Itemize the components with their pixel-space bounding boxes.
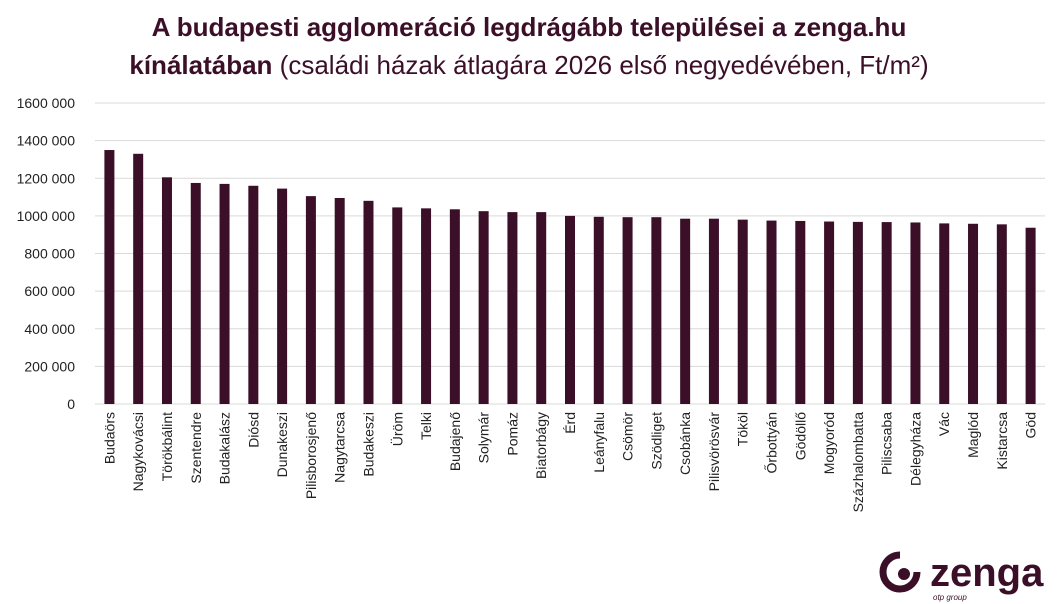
bar xyxy=(593,216,604,404)
bar xyxy=(363,200,374,404)
bar xyxy=(536,212,547,404)
bar xyxy=(766,220,777,404)
x-tick-label: Tököl xyxy=(735,412,751,446)
bar xyxy=(449,209,460,404)
bar xyxy=(737,219,748,404)
x-tick-label: Budaörs xyxy=(101,412,117,464)
x-tick-label: Pilisvörösvár xyxy=(706,412,722,492)
bar xyxy=(219,183,230,404)
x-tick-label: Leányfalu xyxy=(591,412,607,473)
chart-title-block: A budapesti agglomeráció legdrágább tele… xyxy=(129,8,929,84)
bar xyxy=(421,208,432,404)
x-tick-label: Gödöllő xyxy=(792,412,808,460)
y-tick-label: 1200 000 xyxy=(17,170,76,186)
x-tick-label: Szödliget xyxy=(648,412,664,470)
bar xyxy=(651,217,662,404)
y-tick-label: 1400 000 xyxy=(17,133,76,149)
x-tick-label: Diósd xyxy=(245,412,261,448)
x-tick-label: Solymár xyxy=(476,412,492,464)
y-tick-label: 200 000 xyxy=(24,358,75,374)
bar xyxy=(708,218,719,404)
x-tick-label: Biatorbágy xyxy=(533,412,549,479)
x-tick-label: Mogyoród xyxy=(821,412,837,474)
y-tick-label: 0 xyxy=(67,396,75,412)
bar xyxy=(277,188,288,404)
bar xyxy=(968,223,979,404)
bar xyxy=(565,215,575,404)
bar xyxy=(795,220,806,404)
bar xyxy=(881,222,892,404)
x-tick-label: Nagykovácsi xyxy=(130,412,146,491)
x-tick-label: Délegyháza xyxy=(907,412,923,486)
bar xyxy=(622,217,633,404)
y-tick-label: 400 000 xyxy=(24,321,75,337)
x-tick-label: Maglód xyxy=(965,412,981,458)
x-tick-label: Budajenő xyxy=(447,412,463,471)
y-tick-label: 800 000 xyxy=(24,246,75,262)
chart-subtitle: (családi házak átlagára 2026 első negyed… xyxy=(279,50,929,80)
x-tick-label: Üröm xyxy=(388,412,405,446)
y-tick-label: 1000 000 xyxy=(17,208,76,224)
x-tick-label: Törökbálint xyxy=(159,412,175,481)
bar xyxy=(190,182,201,404)
bar xyxy=(1025,227,1036,404)
x-tick-label: Telki xyxy=(418,412,434,440)
bar xyxy=(507,212,518,404)
x-tick-label: Csobánka xyxy=(677,412,693,475)
brand-icon xyxy=(879,551,921,593)
x-tick-label: Nagytarcsa xyxy=(332,412,348,483)
x-tick-label: Vác xyxy=(936,412,952,436)
x-tick-label: Kistarcsa xyxy=(994,412,1010,470)
x-tick-label: Dunakeszi xyxy=(274,412,290,477)
bar xyxy=(996,224,1007,404)
chart-title: A budapesti agglomeráció legdrágább tele… xyxy=(129,12,907,80)
x-tick-label: Budakeszi xyxy=(360,412,376,477)
x-tick-label: Göd xyxy=(1023,412,1039,438)
x-tick-label: Pomáz xyxy=(504,412,520,456)
x-tick-label: Őrbottyán xyxy=(764,412,780,473)
bar xyxy=(478,211,489,404)
bar xyxy=(824,221,835,404)
bar xyxy=(852,221,863,404)
y-tick-label: 1600 000 xyxy=(17,95,76,111)
x-tick-label: Szentendre xyxy=(188,412,204,484)
brand-name: zenga xyxy=(930,551,1044,595)
bar xyxy=(910,222,921,404)
bar xyxy=(939,223,950,404)
bar xyxy=(133,153,144,404)
x-tick-label: Piliscsaba xyxy=(879,412,895,475)
x-tick-label: Százhalombatta xyxy=(850,412,866,513)
x-tick-label: Csömör xyxy=(620,412,636,461)
x-tick-label: Érd xyxy=(562,412,578,434)
x-tick-label: Pilisborosjenő xyxy=(303,412,319,499)
bar xyxy=(680,218,691,404)
bar xyxy=(305,196,316,404)
x-tick-label: Budakalász xyxy=(217,412,233,484)
bar xyxy=(161,177,172,404)
bar xyxy=(104,150,115,404)
bar xyxy=(334,198,345,404)
brand-tagline: otp group xyxy=(933,593,967,602)
bar xyxy=(248,185,259,404)
bar xyxy=(392,207,403,404)
y-tick-label: 600 000 xyxy=(24,283,75,299)
